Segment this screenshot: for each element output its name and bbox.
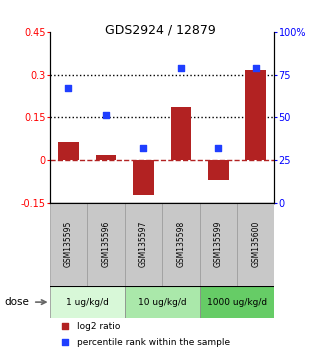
Bar: [125, 202, 162, 286]
Text: log2 ratio: log2 ratio: [77, 322, 120, 331]
Bar: [133, 160, 154, 195]
Text: dose: dose: [4, 297, 29, 307]
Point: [103, 113, 108, 118]
Text: 10 ug/kg/d: 10 ug/kg/d: [138, 298, 187, 307]
Point: [253, 65, 258, 70]
Bar: [246, 70, 266, 160]
Text: GSM135599: GSM135599: [214, 221, 223, 268]
Bar: [237, 202, 274, 286]
Point: [63, 339, 68, 345]
Bar: [87, 202, 125, 286]
Point: [63, 324, 68, 329]
Text: 1000 ug/kg/d: 1000 ug/kg/d: [207, 298, 267, 307]
Text: GDS2924 / 12879: GDS2924 / 12879: [105, 23, 216, 36]
Bar: [208, 160, 229, 180]
Bar: [162, 202, 200, 286]
Bar: [58, 142, 79, 160]
Text: GSM135597: GSM135597: [139, 221, 148, 268]
Point: [178, 65, 183, 70]
Bar: [170, 107, 191, 160]
Bar: [50, 286, 125, 318]
Bar: [50, 202, 87, 286]
Text: percentile rank within the sample: percentile rank within the sample: [77, 338, 230, 347]
Text: GSM135595: GSM135595: [64, 221, 73, 268]
Bar: [200, 202, 237, 286]
Point: [141, 145, 146, 151]
Point: [216, 145, 221, 151]
Point: [66, 85, 71, 91]
Text: GSM135600: GSM135600: [251, 221, 260, 268]
Bar: [125, 286, 200, 318]
Text: 1 ug/kg/d: 1 ug/kg/d: [66, 298, 108, 307]
Bar: [200, 286, 274, 318]
Text: GSM135596: GSM135596: [101, 221, 110, 268]
Bar: [96, 155, 116, 160]
Text: GSM135598: GSM135598: [176, 221, 185, 267]
